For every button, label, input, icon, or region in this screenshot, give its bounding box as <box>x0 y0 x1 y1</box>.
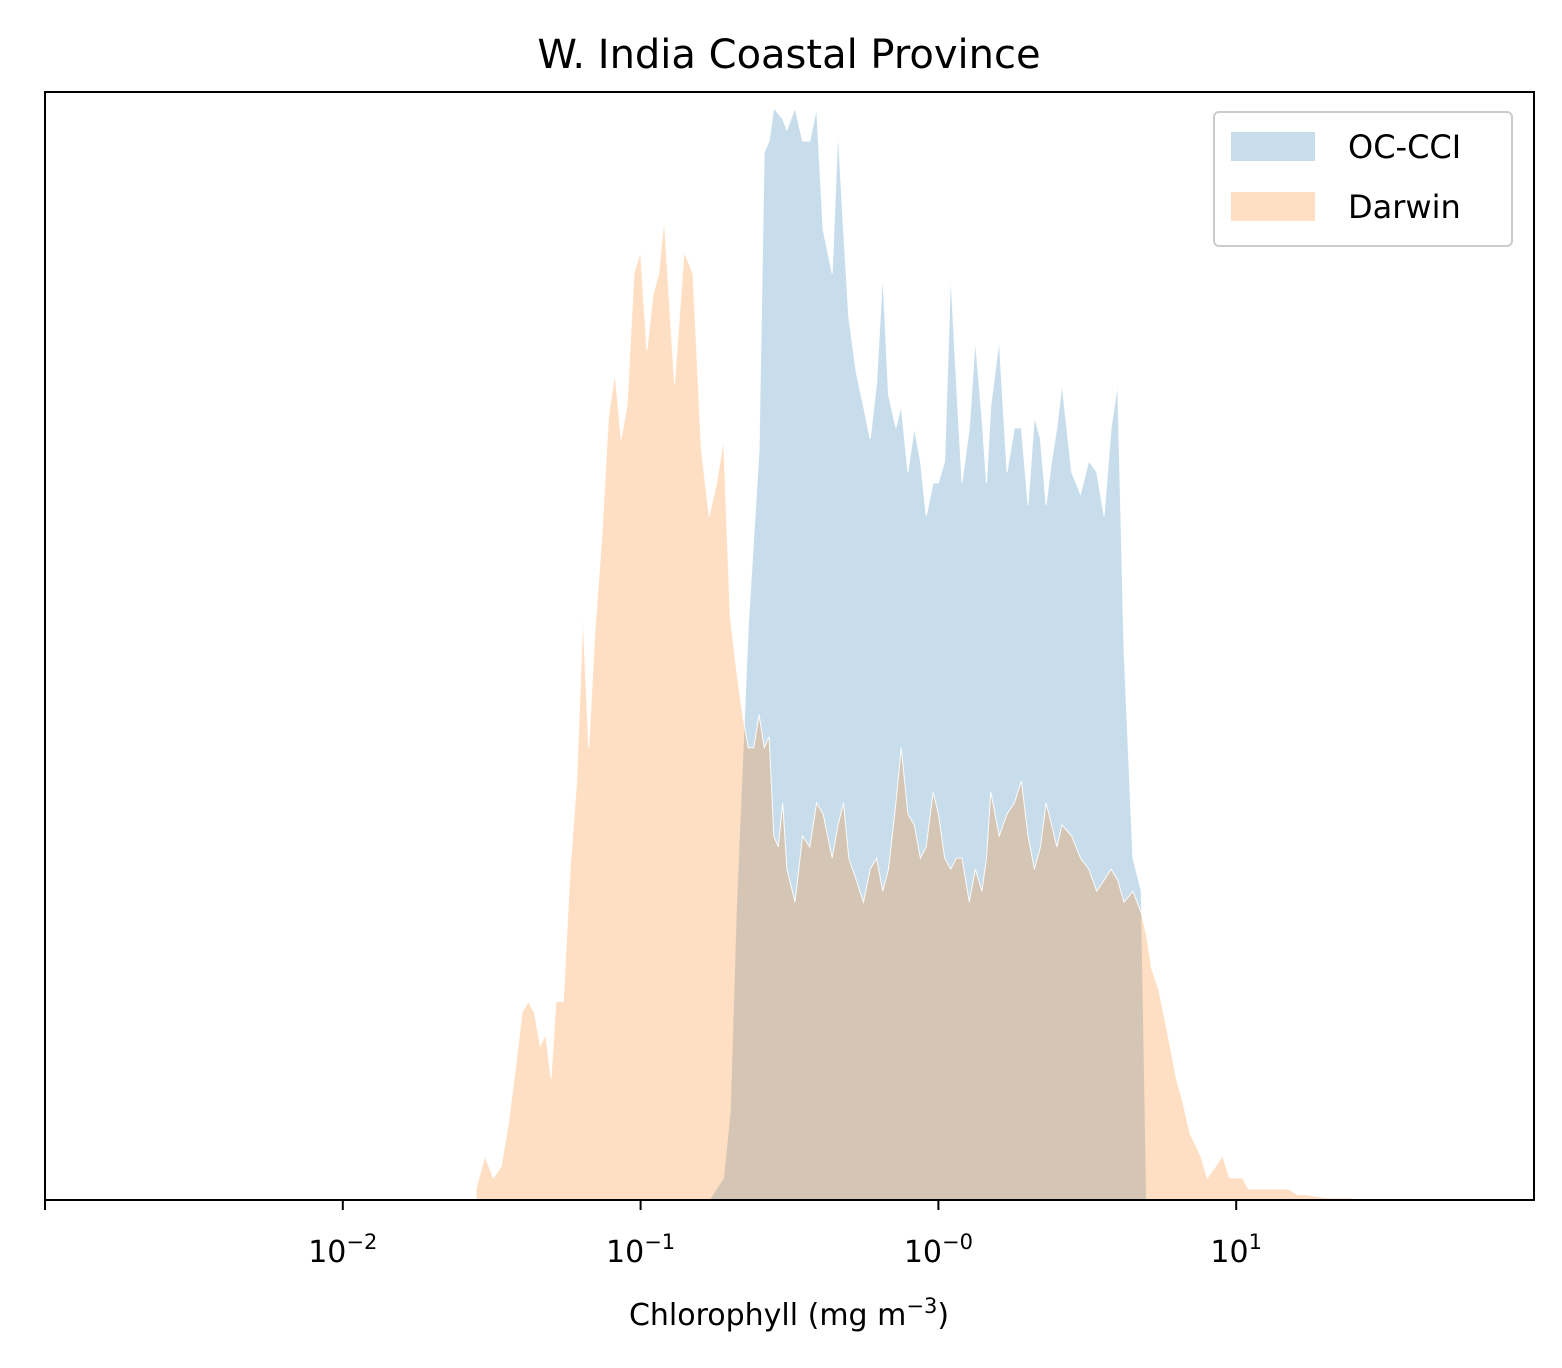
x-tick-label-base: 10 <box>606 1235 644 1270</box>
chart-title: W. India Coastal Province <box>537 32 1040 78</box>
legend-frame <box>1213 111 1513 247</box>
x-axis-label-close: ) <box>937 1298 949 1333</box>
x-axis-label-sup: −3 <box>906 1294 937 1318</box>
x-tick-label-exponent: −1 <box>644 1230 675 1254</box>
x-axis-ticks: 10−2 10−1 10−0 101 <box>44 1200 1262 1270</box>
legend-label: OC-CCI <box>1348 128 1461 166</box>
x-tick-label: 10−0 <box>904 1230 973 1270</box>
legend-label: Darwin <box>1348 188 1461 226</box>
x-tick-label-exponent: −0 <box>942 1230 973 1254</box>
x-tick-label-exponent: 1 <box>1249 1230 1262 1254</box>
x-tick-label: 10−2 <box>308 1230 377 1270</box>
x-tick-label: 101 <box>1210 1230 1262 1270</box>
series-area-darwin <box>475 218 1416 1201</box>
x-axis-label-main: Chlorophyll (mg m <box>629 1298 906 1333</box>
axes-frame <box>44 91 1535 1201</box>
x-tick-label-base: 10 <box>1210 1235 1248 1270</box>
legend-swatch <box>1231 192 1315 221</box>
plot-area <box>475 106 1416 1201</box>
x-tick-label-base: 10 <box>308 1235 346 1270</box>
x-tick-label-base: 10 <box>904 1235 942 1270</box>
x-axis-label: Chlorophyll (mg m−3) <box>629 1294 949 1333</box>
legend-swatch <box>1231 132 1315 161</box>
x-tick-label: 10−1 <box>606 1230 675 1270</box>
x-tick-label-exponent: −2 <box>346 1230 377 1254</box>
legend: OC-CCI Darwin <box>1213 111 1513 247</box>
